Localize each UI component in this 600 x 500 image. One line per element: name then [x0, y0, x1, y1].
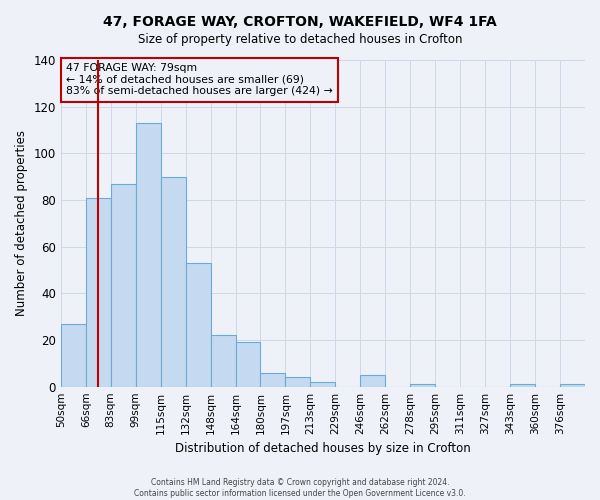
- Bar: [260, 372, 286, 386]
- Bar: [185, 263, 211, 386]
- Text: Contains HM Land Registry data © Crown copyright and database right 2024.
Contai: Contains HM Land Registry data © Crown c…: [134, 478, 466, 498]
- Bar: [310, 382, 335, 386]
- Bar: [111, 184, 136, 386]
- Bar: [61, 324, 86, 386]
- Bar: [510, 384, 535, 386]
- Bar: [86, 198, 111, 386]
- Text: 47 FORAGE WAY: 79sqm
← 14% of detached houses are smaller (69)
83% of semi-detac: 47 FORAGE WAY: 79sqm ← 14% of detached h…: [66, 64, 333, 96]
- Bar: [410, 384, 435, 386]
- Bar: [136, 123, 161, 386]
- X-axis label: Distribution of detached houses by size in Crofton: Distribution of detached houses by size …: [175, 442, 471, 455]
- Text: Size of property relative to detached houses in Crofton: Size of property relative to detached ho…: [138, 32, 462, 46]
- Y-axis label: Number of detached properties: Number of detached properties: [15, 130, 28, 316]
- Text: 47, FORAGE WAY, CROFTON, WAKEFIELD, WF4 1FA: 47, FORAGE WAY, CROFTON, WAKEFIELD, WF4 …: [103, 15, 497, 29]
- Bar: [361, 375, 385, 386]
- Bar: [211, 336, 236, 386]
- Bar: [161, 176, 185, 386]
- Bar: [236, 342, 260, 386]
- Bar: [286, 378, 310, 386]
- Bar: [560, 384, 585, 386]
